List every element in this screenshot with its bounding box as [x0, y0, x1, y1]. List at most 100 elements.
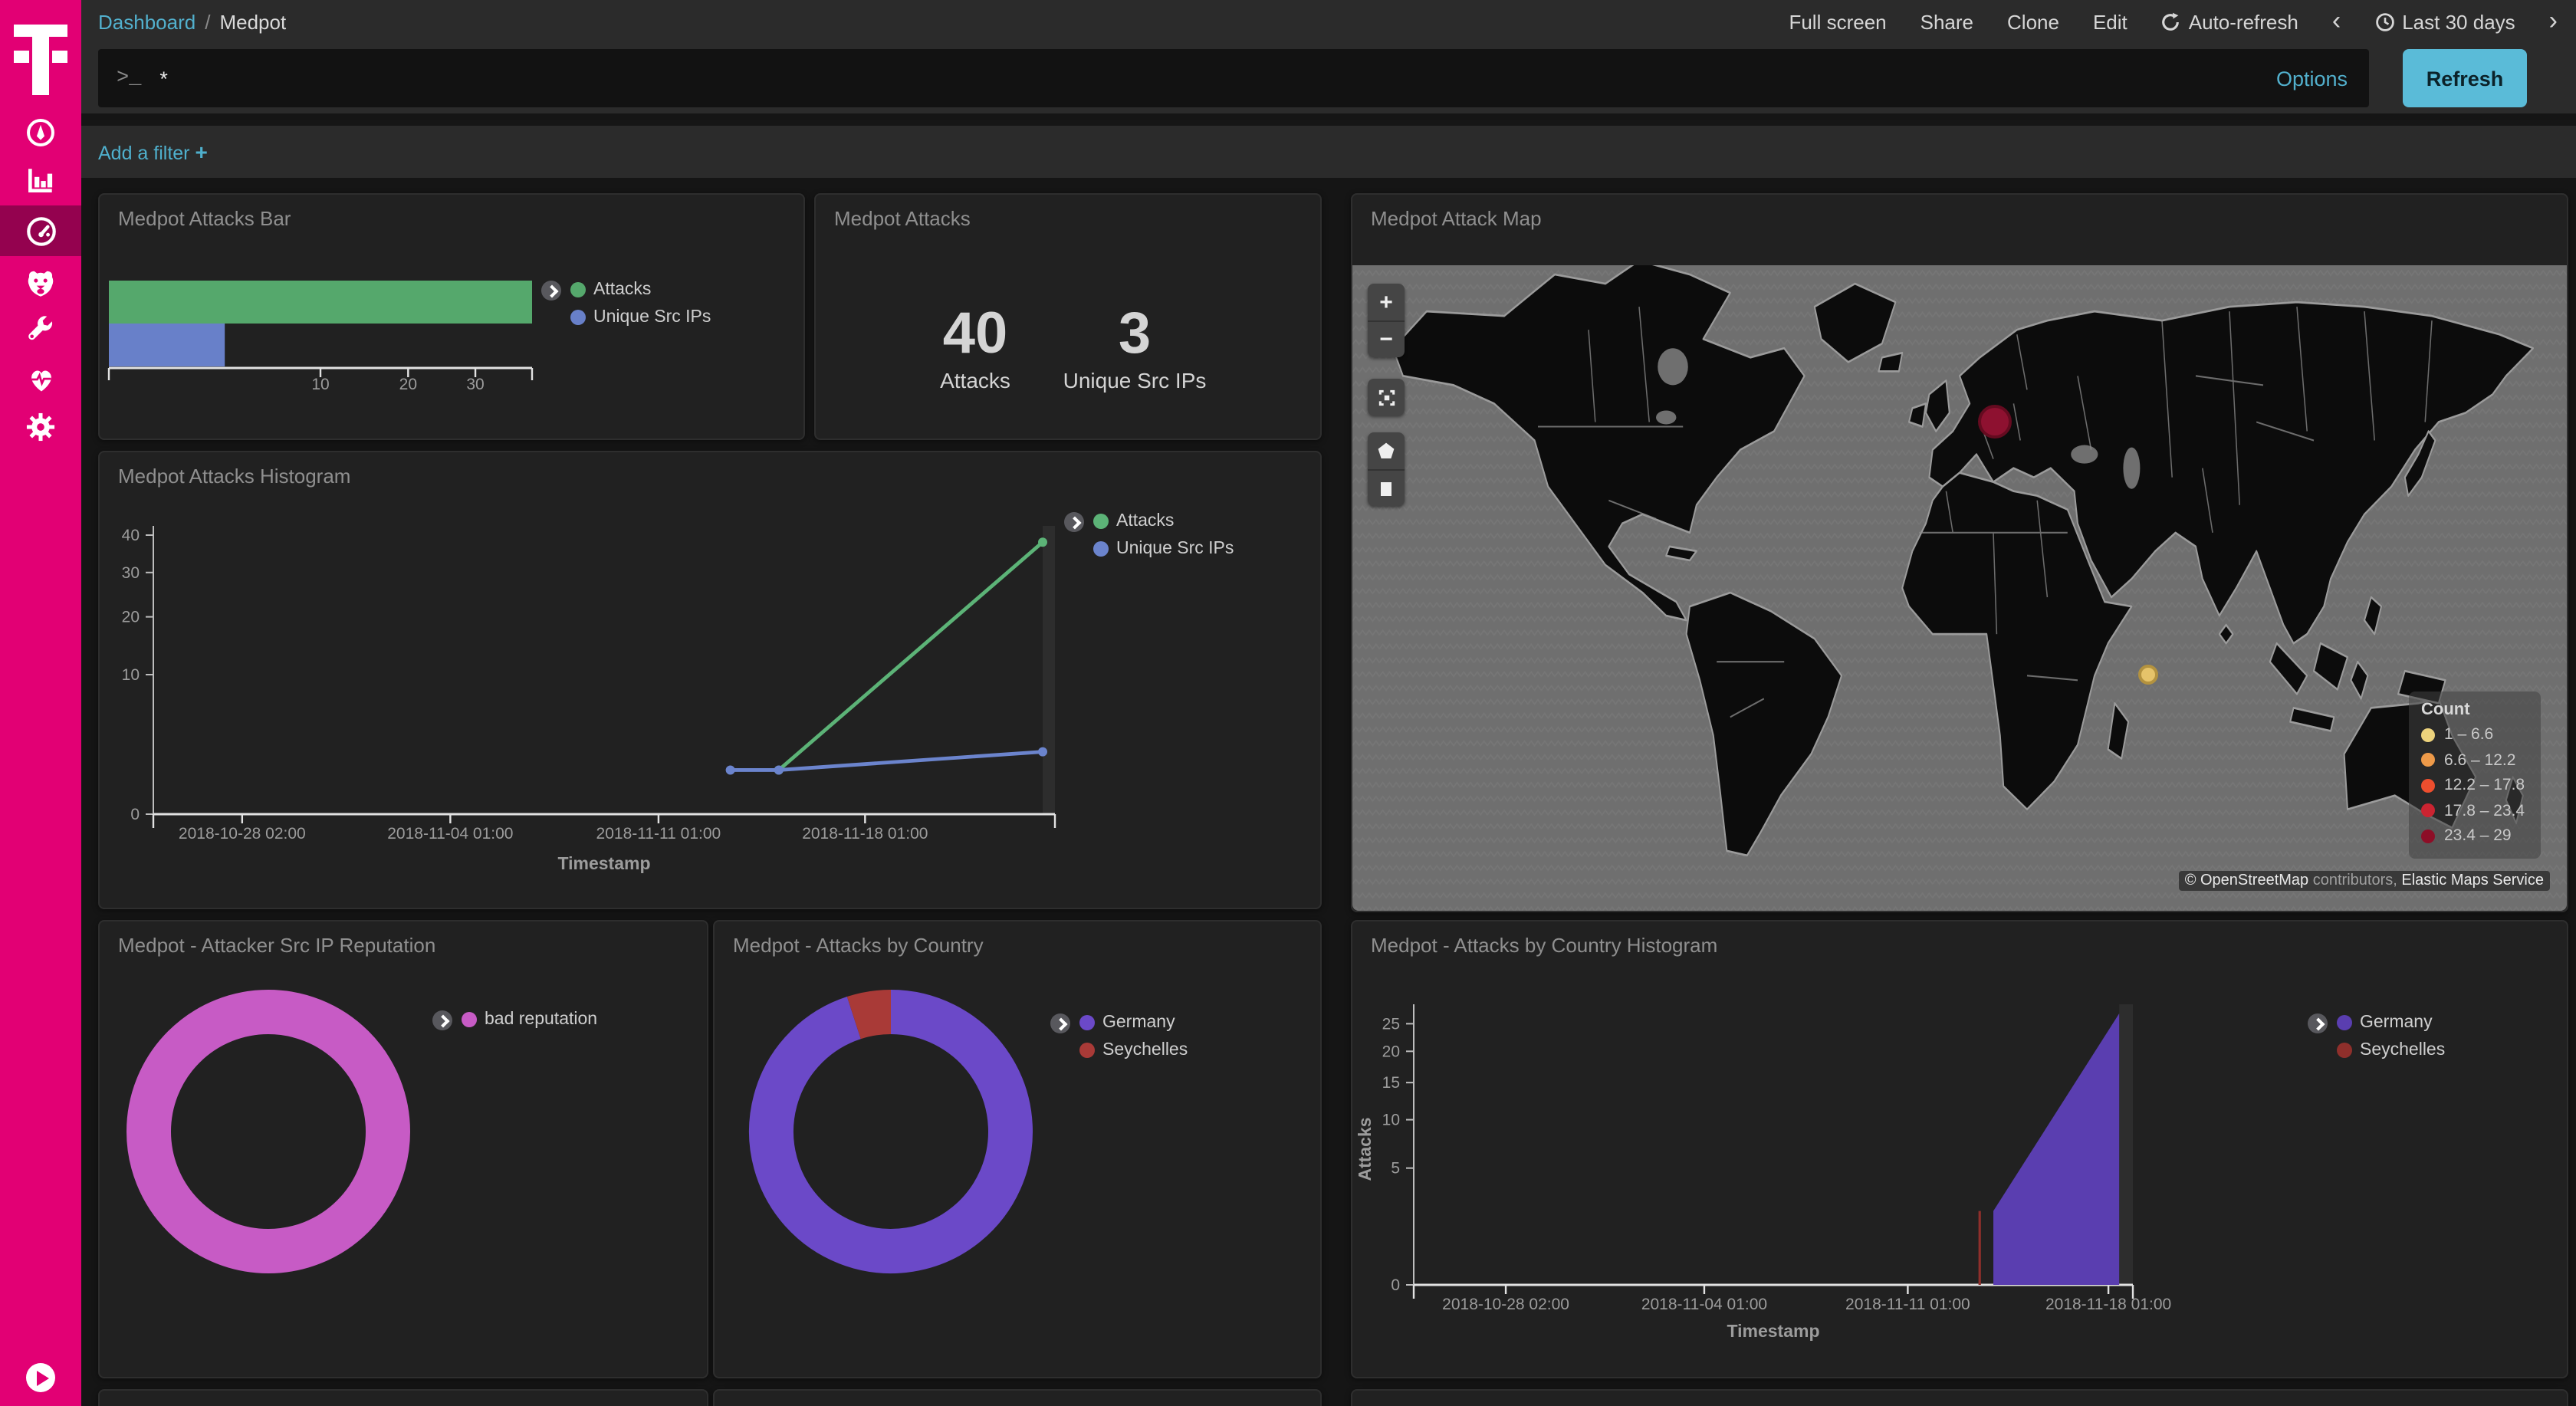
top-nav-bar: Dashboard / Medpot Full screen Share Clo… — [81, 0, 2576, 43]
svg-text:30: 30 — [466, 376, 484, 393]
map-legend-range: 23.4 – 29 — [2444, 826, 2512, 846]
metric-label: Unique Src IPs — [1063, 368, 1207, 393]
edit-button[interactable]: Edit — [2092, 10, 2128, 33]
legend-item[interactable]: Unique Src IPs — [1093, 535, 1234, 563]
clone-button[interactable]: Clone — [2007, 10, 2059, 33]
openstreetmap-link[interactable]: © OpenStreetMap — [2184, 872, 2309, 889]
map-marker-germany[interactable] — [1977, 405, 2012, 439]
zoom-out-button[interactable]: − — [1368, 320, 1405, 357]
draw-polygon-button[interactable] — [1368, 432, 1405, 469]
zoom-in-button[interactable]: + — [1379, 289, 1393, 315]
telekom-logo — [14, 25, 67, 95]
panel-title[interactable]: Medpot - Attacks by Country Histogram — [1371, 934, 1718, 957]
legend-item[interactable]: Attacks — [1093, 508, 1234, 535]
world-map[interactable]: + − — [1352, 265, 2567, 911]
gauge-icon — [26, 216, 55, 245]
full-screen-button[interactable]: Full screen — [1789, 10, 1887, 33]
time-next-button[interactable]: › — [2548, 6, 2558, 35]
legend-label: Attacks — [593, 281, 652, 299]
panel-title[interactable]: Medpot Attacks — [834, 207, 971, 230]
sidebar-item-dev-tools[interactable] — [0, 305, 81, 356]
legend-item[interactable]: Unique Src IPs — [570, 304, 711, 331]
svg-text:Timestamp: Timestamp — [1727, 1321, 1819, 1341]
legend-label: Seychelles — [1102, 1041, 1188, 1059]
legend-toggle-icon[interactable] — [541, 281, 561, 301]
area-chart[interactable]: 0 5 10 15 20 25 2018-10-28 02:00 2018-11-04 01:… — [1352, 921, 2567, 1377]
legend-toggle-icon[interactable] — [1064, 512, 1084, 532]
svg-text:Timestamp: Timestamp — [557, 853, 650, 873]
legend-item[interactable]: Germany — [1079, 1009, 1188, 1036]
sidebar-item-dashboard[interactable] — [0, 205, 81, 256]
legend-item[interactable]: Germany — [2337, 1009, 2445, 1036]
map-legend-range: 6.6 – 12.2 — [2444, 751, 2516, 770]
svg-text:5: 5 — [1391, 1160, 1400, 1178]
breadcrumb-dashboard-link[interactable]: Dashboard — [98, 10, 196, 33]
svg-text:2018-10-28 02:00: 2018-10-28 02:00 — [1442, 1296, 1569, 1313]
refresh-button[interactable]: Refresh — [2403, 49, 2527, 107]
panel-title[interactable]: Medpot - Attacker Src IP Reputation — [118, 934, 436, 957]
legend-color-dot — [570, 282, 586, 297]
metric-label: Attacks — [940, 368, 1010, 393]
legend-label: Attacks — [1116, 512, 1175, 531]
map-zoom-controls: + − — [1368, 284, 1405, 357]
map-marker-seychelles[interactable] — [2137, 665, 2158, 685]
metric-value: 3 — [1118, 302, 1152, 366]
svg-text:10: 10 — [311, 376, 329, 393]
panel-title[interactable]: Medpot Attacks Bar — [118, 207, 291, 230]
auto-refresh-button[interactable]: Auto-refresh — [2161, 10, 2298, 33]
panel-title[interactable]: Medpot Attacks Histogram — [118, 465, 351, 488]
legend-color-dot — [570, 310, 586, 325]
rectangle-icon — [1381, 481, 1392, 495]
add-filter-link[interactable]: Add a filter + — [98, 140, 208, 164]
query-options-link[interactable]: Options — [2275, 67, 2348, 90]
chart-legend: Germany Seychelles — [2308, 1009, 2445, 1064]
sidebar-item-discover[interactable] — [0, 107, 81, 158]
sidebar-item-visualize[interactable] — [0, 155, 81, 205]
panel-title[interactable]: Medpot - Attacks by Country — [733, 934, 984, 957]
legend-item[interactable]: Attacks — [570, 276, 711, 304]
metric-unique-src-ips: 3 Unique Src IPs — [1035, 302, 1234, 393]
query-value[interactable]: * — [159, 67, 168, 90]
time-prev-button[interactable]: ‹ — [2331, 6, 2341, 35]
panel-title[interactable]: Medpot Attack Map — [1371, 207, 1542, 230]
legend-item[interactable]: Seychelles — [2337, 1036, 2445, 1064]
map-legend-item: 12.2 – 17.8 — [2421, 773, 2528, 798]
line-chart[interactable]: 0 10 20 30 40 2018-10-28 02:00 2018-11-04 01:0… — [100, 452, 1320, 908]
time-range-picker[interactable]: Last 30 days — [2374, 10, 2515, 33]
fit-data-bounds-button[interactable] — [1368, 379, 1405, 416]
legend-toggle-icon[interactable] — [2308, 1013, 2328, 1033]
expand-nav-button[interactable] — [26, 1363, 55, 1392]
donut-chart[interactable] — [100, 921, 707, 1377]
horizontal-bar-chart[interactable]: 10 20 30 — [100, 195, 803, 439]
share-button[interactable]: Share — [1920, 10, 1974, 33]
panel-attacks-by-country-histogram: Medpot - Attacks by Country Histogram 0 5… — [1351, 920, 2568, 1378]
sidebar-item-management[interactable] — [0, 402, 81, 452]
legend-item[interactable]: Seychelles — [1079, 1036, 1188, 1064]
legend-item[interactable]: bad reputation — [462, 1006, 597, 1033]
svg-text:0: 0 — [1391, 1276, 1400, 1294]
legend-color-dot — [1079, 1015, 1095, 1030]
svg-text:10: 10 — [1382, 1112, 1400, 1129]
draw-rectangle-button[interactable] — [1368, 469, 1405, 506]
elastic-maps-service-link[interactable]: Elastic Maps Service — [2401, 872, 2544, 889]
polygon-icon — [1378, 442, 1395, 458]
donut-chart[interactable] — [715, 921, 1320, 1377]
play-icon — [37, 1370, 49, 1385]
map-legend-range: 1 – 6.6 — [2444, 725, 2494, 744]
metric-value: 40 — [942, 302, 1008, 366]
legend-color-dot — [1093, 514, 1109, 529]
sidebar-item-monitoring[interactable] — [0, 354, 81, 405]
search-query-input[interactable]: >_ * Options — [98, 49, 2369, 107]
gear-icon — [26, 412, 55, 442]
svg-text:30: 30 — [122, 564, 140, 582]
legend-toggle-icon[interactable] — [1050, 1013, 1070, 1033]
world-map-svg — [1352, 265, 2567, 911]
sidebar-item-timelion[interactable] — [0, 258, 81, 308]
svg-text:40: 40 — [122, 527, 140, 544]
chart-legend: bad reputation — [432, 1006, 597, 1033]
legend-toggle-icon[interactable] — [432, 1010, 452, 1030]
crop-icon — [1378, 389, 1395, 406]
map-legend-color-dot — [2421, 803, 2435, 818]
legend-color-dot — [1093, 541, 1109, 557]
map-count-legend: Count 1 – 6.6 6.6 – 12.2 12.2 – 17.8 17.8 –… — [2409, 692, 2541, 858]
